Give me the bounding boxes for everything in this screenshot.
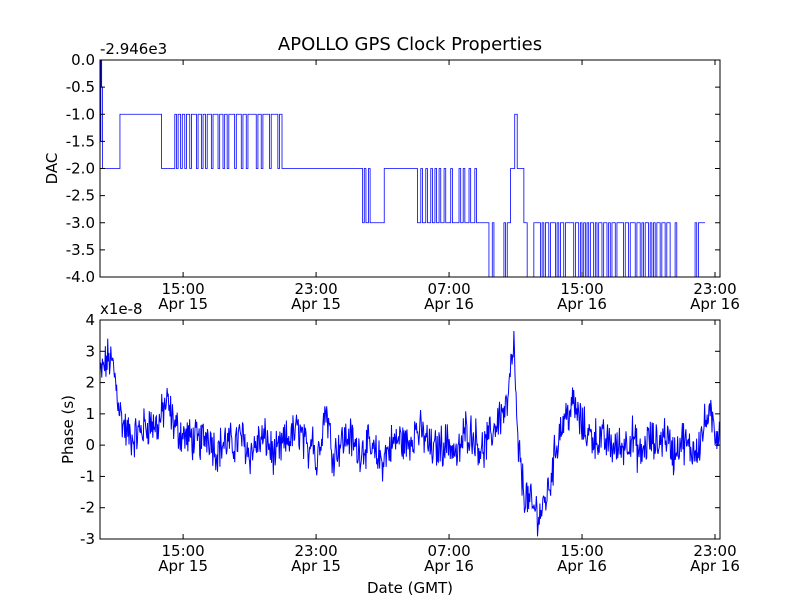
x-tick-label-time: 07:00 [427,280,470,298]
dac-panel: 0.0 -0.5 -1.0 -1.5 -2.0 -2.5 -3.0 -3.5 -4.0 15:00… [43,40,740,313]
x-axis-label: Date (GMT) [367,579,453,597]
x-tick-label-time: 23:00 [294,280,337,298]
y-tick-label: 4 [85,311,95,329]
y-tick-label: -3.5 [66,241,95,259]
x-tick-label-time: 07:00 [427,542,470,560]
x-tick-label-date: Apr 15 [158,295,208,313]
x-tick-label-time: 23:00 [693,542,736,560]
x-tick-label-time: 15:00 [560,542,603,560]
chart-title: APOLLO GPS Clock Properties [278,34,542,55]
y-tick-label: -4.0 [66,268,95,286]
x-tick-label-time: 15:00 [560,280,603,298]
y-tick-label: -3 [80,530,95,548]
axis-offset-label: -2.946e3 [100,40,167,58]
dac-series-line [100,60,706,277]
x-tick-label-time: 23:00 [294,542,337,560]
y-tick-label: -2.5 [66,187,95,205]
x-tick-label-date: Apr 16 [690,557,740,575]
y-tick-label: 0 [85,436,95,454]
axis-offset-label: x1e-8 [100,300,143,318]
y-tick-label: 1 [85,405,95,423]
y-tick-label: -2 [80,499,95,517]
y-tick-label: 3 [85,342,95,360]
x-tick-label-date: Apr 16 [557,295,607,313]
y-tick-label: 2 [85,374,95,392]
x-tick-label-time: 15:00 [161,280,204,298]
y-tick-label: -3.0 [66,214,95,232]
y-tick-label: -0.5 [66,78,95,96]
y-tick-label: -1.0 [66,105,95,123]
y-tick-label: -1 [80,467,95,485]
y-axis-label: Phase (s) [59,395,77,464]
x-tick-label-time: 23:00 [693,280,736,298]
y-tick-label: -1.5 [66,132,95,150]
x-tick-label-date: Apr 15 [291,295,341,313]
y-tick-label: 0.0 [71,51,95,69]
x-tick-label-date: Apr 16 [557,557,607,575]
x-tick-label-time: 15:00 [161,542,204,560]
y-axis-label: DAC [43,153,61,185]
x-tick-label-date: Apr 16 [424,557,474,575]
y-tick-label: -2.0 [66,160,95,178]
x-tick-label-date: Apr 15 [291,557,341,575]
phase-series-line [100,331,720,537]
x-tick-label-date: Apr 16 [424,295,474,313]
axes-frame [99,319,721,540]
x-tick-label-date: Apr 16 [690,295,740,313]
x-tick-label-date: Apr 15 [158,557,208,575]
